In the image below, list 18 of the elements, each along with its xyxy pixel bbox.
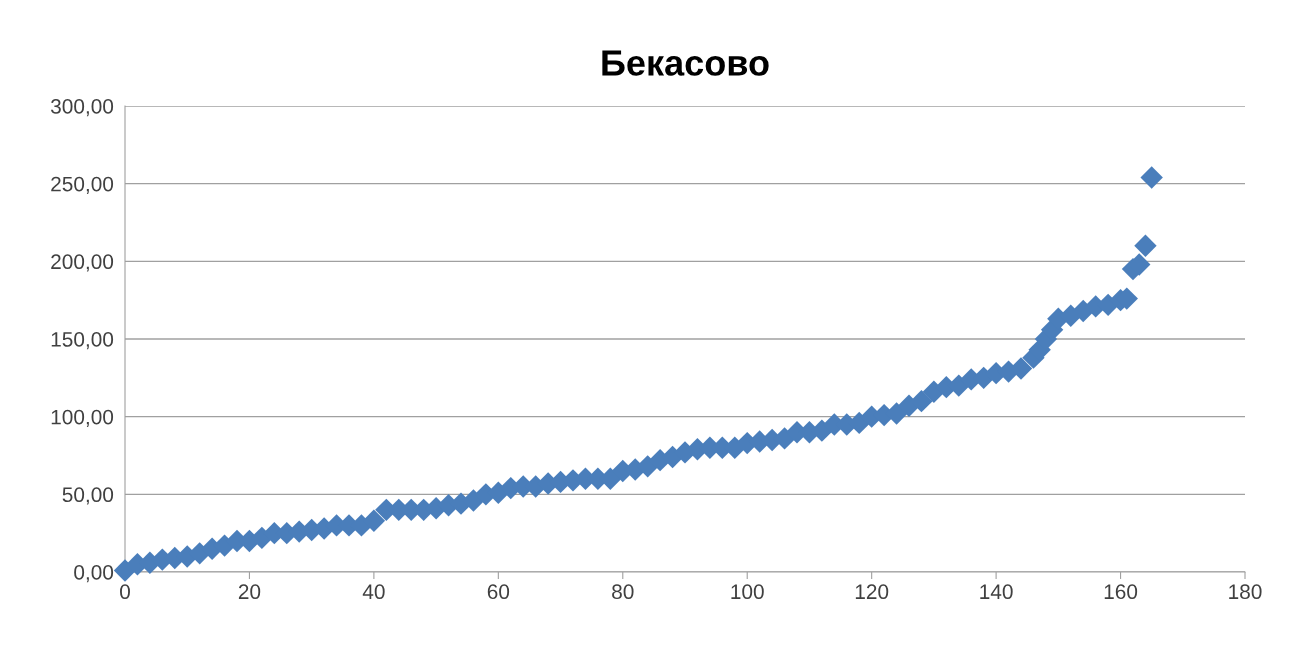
x-tick-label: 40 [362,584,385,600]
y-tick-label: 0,00 [74,565,114,583]
y-tick-label: 150,00 [51,332,114,350]
x-tick-label: 160 [1104,584,1138,600]
x-tick-label: 60 [487,584,510,600]
chart-title: Бекасово [602,50,769,76]
x-tick-label: 140 [980,584,1013,600]
x-tick-label: 80 [612,584,634,600]
x-tick-label: 180 [1229,584,1262,600]
x-tick-label: 0 [120,584,130,600]
y-tick-label: 200,00 [51,254,114,272]
y-tick-label: 50,00 [62,487,114,505]
x-tick-label: 20 [238,584,261,600]
x-tick-label: 100 [731,584,764,600]
y-tick-label: 100,00 [51,409,114,427]
y-tick-label: 300,00 [50,99,114,117]
y-tick-label: 250,00 [51,176,114,194]
x-tick-label: 120 [855,584,889,600]
